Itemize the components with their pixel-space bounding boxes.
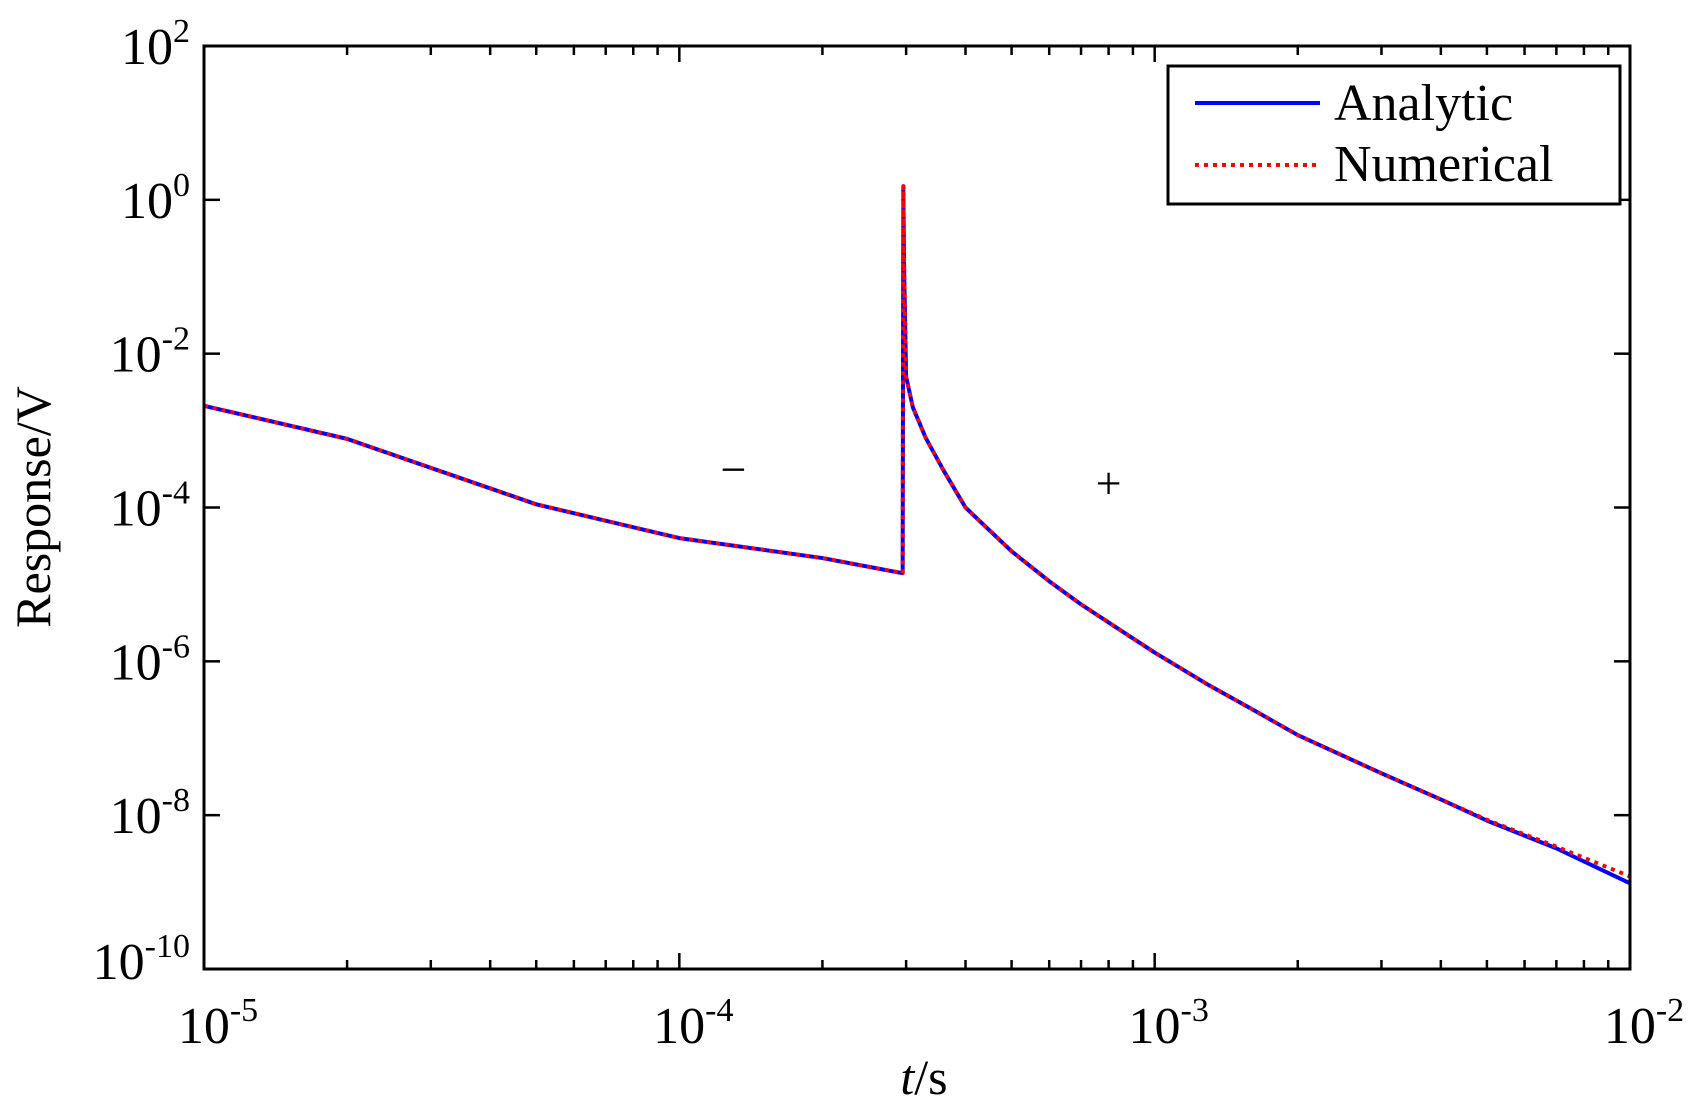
- x-tick-label: 10-3: [1129, 992, 1209, 1055]
- y-tick-label: 10-8: [110, 782, 190, 845]
- y-tick-label: 10-4: [110, 475, 190, 538]
- y-tick-label: 100: [121, 167, 190, 230]
- plot-frame: [202, 44, 1632, 971]
- annotation-sign: +: [1096, 457, 1122, 508]
- x-tick-label: 10-4: [653, 992, 733, 1055]
- annotations: − +: [721, 444, 1122, 509]
- y-tick-label: 102: [121, 13, 190, 76]
- legend-label-numerical: Numerical: [1334, 136, 1553, 193]
- x-tick-label: 10-5: [178, 992, 258, 1055]
- x-tick-label: 10-2: [1604, 992, 1684, 1055]
- y-axis-title: Response/V: [5, 386, 61, 628]
- series-layer: [203, 184, 1631, 886]
- x-axis-title: t/s: [900, 1049, 947, 1101]
- y-tick-labels: 10-10 10-8 10-6 10-4 10-2 100 102: [93, 13, 190, 991]
- legend-label-analytic: Analytic: [1334, 75, 1513, 132]
- annotation-sign: −: [721, 444, 747, 495]
- series-line-analytic: [203, 184, 1631, 886]
- series-line-numerical: [203, 184, 1631, 879]
- y-tick-label: 10-2: [110, 321, 190, 384]
- x-axis-title-variable: t: [900, 1049, 915, 1101]
- x-axis-title-unit: /s: [914, 1049, 947, 1101]
- legend: Analytic Numerical: [1166, 64, 1622, 206]
- legend-box: [1166, 64, 1622, 206]
- x-tick-labels: 10-5 10-4 10-3 10-2: [178, 992, 1684, 1055]
- y-tick-label: 10-10: [93, 928, 190, 991]
- y-tick-label: 10-6: [110, 628, 190, 691]
